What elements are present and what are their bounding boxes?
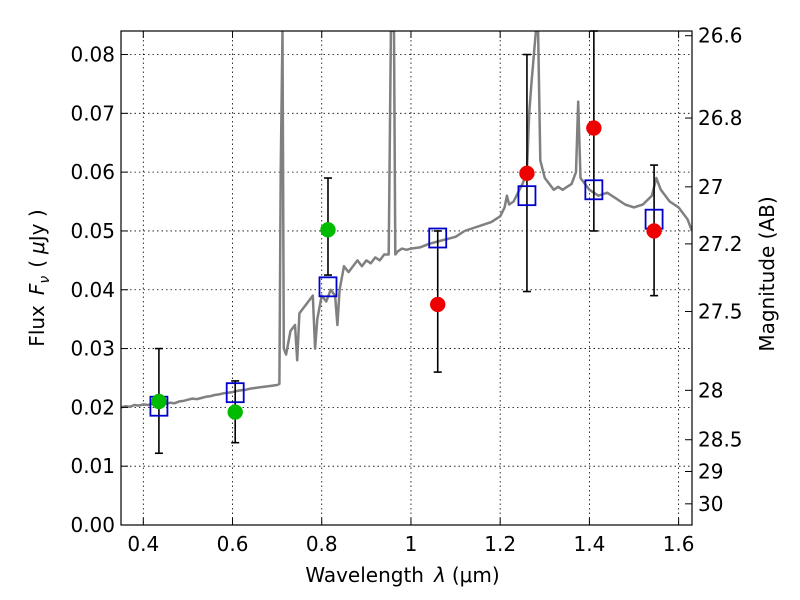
- error-bars-layer: [154, 30, 659, 455]
- observed-flux-point: [151, 393, 167, 410]
- x-tick-label: 1.4: [573, 532, 605, 556]
- y-tick-label: 0.00: [70, 513, 115, 537]
- x-axis-title-unit: (μm): [452, 563, 500, 587]
- y-tick-label: 0.08: [70, 43, 115, 67]
- observed-flux-point: [429, 296, 446, 313]
- y-tick-label: 0.01: [70, 454, 115, 478]
- x-axis-title-text: Wavelength: [305, 563, 424, 587]
- plot-frame: [120, 30, 693, 526]
- y2-tick-label: 28: [698, 378, 723, 402]
- model-spectrum-layer: [121, 31, 692, 409]
- y2-tick-label: 27: [698, 175, 723, 199]
- y2-tick-label: 30: [698, 492, 723, 516]
- y2-axis-title: Magnitude (AB): [755, 196, 779, 351]
- y-axis-title-subscript: ν: [37, 276, 53, 284]
- y-tick-label: 0.02: [70, 395, 115, 419]
- observed-flux-point: [227, 404, 243, 420]
- model-photometry-square: [428, 227, 448, 249]
- model-photometry-square: [584, 179, 604, 201]
- model-spectrum-line: [121, 31, 692, 409]
- y-axis-title-symbol: F: [25, 283, 49, 295]
- model-photometry-square: [517, 185, 537, 207]
- x-tick-label: 1: [405, 532, 418, 556]
- observed-flux-point: [586, 120, 602, 136]
- y2-tick-label: 29: [698, 459, 723, 483]
- x-tick-label: 0.4: [127, 532, 159, 556]
- y2-tick-label: 27.2: [698, 232, 743, 256]
- y-axis-title-text: Flux: [25, 305, 49, 347]
- grid-lines: [121, 31, 692, 525]
- model-photometry-square: [318, 276, 338, 298]
- y-axis-title-unit-rest: Jy ): [25, 209, 49, 243]
- y-tick-label: 0.07: [70, 101, 115, 125]
- y-axis-title: Flux Fν ( μJy ): [25, 209, 53, 346]
- y2-tick-label: 26.8: [698, 106, 743, 130]
- y-tick-label: 0.05: [70, 219, 115, 243]
- y-tick-label: 0.03: [70, 337, 115, 361]
- x-tick-label: 0.8: [306, 532, 338, 556]
- observed-flux-point: [519, 165, 535, 182]
- axis-ticks: 0.4 0.6 0.8 1 1.2 1.4 1.6 0.00 0.01 0.02 0.03 0.04 0…: [70, 24, 742, 556]
- x-tick-label: 1.2: [484, 532, 516, 556]
- y-tick-label: 0.06: [70, 160, 115, 184]
- y2-tick-label: 28.5: [698, 428, 743, 452]
- x-tick-label: 1.6: [663, 532, 695, 556]
- x-tick-label: 0.6: [217, 532, 249, 556]
- y-axis-title-unit-mu: μ: [25, 241, 49, 255]
- y-axis-title-unit-open: (: [25, 260, 49, 268]
- observed-flux-point: [320, 222, 336, 238]
- data-markers-layer: [149, 120, 664, 420]
- y2-tick-label: 26.6: [698, 24, 743, 48]
- x-axis-title-symbol: λ: [433, 563, 446, 587]
- y2-tick-label: 27.5: [698, 300, 743, 324]
- model-photometry-square: [225, 382, 245, 404]
- observed-flux-point: [646, 223, 662, 239]
- x-axis-title: Wavelength λ (μm): [305, 563, 499, 587]
- y-tick-label: 0.04: [70, 278, 115, 302]
